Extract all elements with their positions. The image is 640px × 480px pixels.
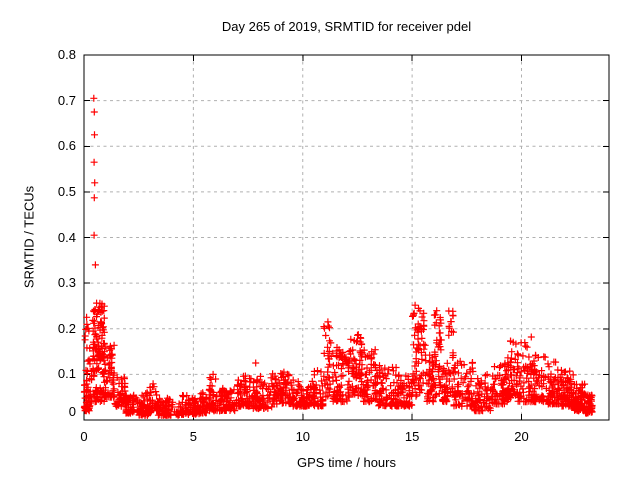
y-tick-label: 0.7: [57, 92, 76, 108]
scatter-points: [80, 94, 596, 419]
y-tick-label: 0.5: [57, 183, 76, 199]
y-tick-label: 0.1: [57, 366, 76, 382]
y-tick-label: 0.2: [57, 320, 76, 336]
y-tick-label: 0.4: [57, 229, 76, 245]
x-tick-label: 15: [404, 429, 420, 444]
grid-lines: [84, 55, 609, 420]
plot-border: [83, 54, 610, 421]
y-tick-label: 0.3: [57, 275, 76, 291]
y-tick-label: 0.8: [57, 47, 76, 62]
y-tick-label: 0: [68, 404, 76, 419]
x-axis-label: GPS time / hours: [297, 455, 396, 470]
x-tick-label: 20: [514, 429, 529, 444]
x-tick-label: 10: [295, 429, 311, 444]
x-tick-label: 0: [80, 429, 88, 444]
chart-title: Day 265 of 2019, SRMTID for receiver pde…: [221, 19, 472, 34]
x-tick-label: 5: [189, 429, 197, 444]
y-tick-label: 0.6: [57, 138, 76, 154]
